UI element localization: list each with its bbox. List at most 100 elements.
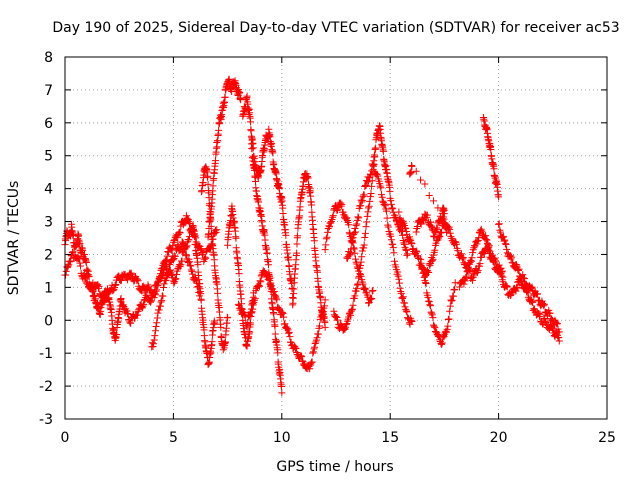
data-point (156, 270, 164, 278)
data-point (376, 182, 384, 190)
data-point (413, 252, 421, 260)
data-point (248, 145, 256, 153)
data-point (430, 322, 438, 330)
data-point (358, 198, 366, 206)
data-point (151, 327, 159, 335)
data-point (152, 323, 160, 331)
data-point (424, 293, 432, 301)
data-point (368, 294, 376, 302)
data-point (215, 126, 223, 134)
series-arc2 (61, 212, 221, 305)
data-point (485, 242, 493, 250)
data-point (294, 232, 302, 240)
data-point (171, 252, 179, 260)
data-point (361, 233, 369, 241)
data-point (431, 246, 439, 254)
data-point (278, 389, 286, 397)
data-point (345, 221, 353, 229)
data-point (323, 233, 331, 241)
data-point (66, 258, 74, 266)
data-point (361, 285, 369, 293)
data-point (438, 340, 446, 348)
data-point (366, 193, 374, 201)
data-point (399, 293, 407, 301)
data-point (347, 245, 355, 253)
data-point (179, 238, 187, 246)
data-point (69, 248, 77, 256)
data-point (176, 262, 184, 270)
data-point (395, 279, 403, 287)
data-point (360, 241, 368, 249)
series-arc13 (343, 160, 416, 328)
data-point (337, 202, 345, 210)
data-point (406, 235, 414, 243)
data-point (271, 322, 279, 330)
data-point (321, 302, 329, 310)
data-point (322, 235, 330, 243)
data-point (242, 322, 250, 330)
data-point (353, 260, 361, 268)
data-point (403, 251, 411, 259)
data-point (421, 180, 429, 188)
data-point (212, 157, 220, 165)
data-point (429, 314, 437, 322)
data-point (527, 297, 535, 305)
data-point (208, 338, 216, 346)
data-point (407, 168, 415, 176)
data-point (358, 253, 366, 261)
data-point (321, 323, 329, 331)
data-point (245, 313, 253, 321)
data-point (401, 243, 409, 251)
data-point (181, 245, 189, 253)
data-point (124, 276, 132, 284)
series-arc17 (456, 225, 563, 345)
data-point (365, 204, 373, 212)
data-point (515, 265, 523, 273)
data-point (194, 261, 202, 269)
data-point (352, 255, 360, 263)
data-point (419, 269, 427, 277)
data-point (508, 253, 516, 261)
data-point (431, 324, 439, 332)
data-point (467, 257, 475, 265)
data-point (154, 309, 162, 317)
data-point (402, 245, 410, 253)
data-point (272, 293, 280, 301)
data-point (462, 274, 470, 282)
series-arc15 (417, 255, 459, 348)
data-point (74, 253, 82, 261)
data-point (342, 321, 350, 329)
data-point (391, 257, 399, 265)
data-point (154, 281, 162, 289)
data-point (354, 213, 362, 221)
data-point (327, 219, 335, 227)
data-point (420, 273, 428, 281)
data-point (285, 328, 293, 336)
data-point (82, 259, 90, 267)
data-point (76, 259, 84, 267)
data-point (311, 343, 319, 351)
data-point (133, 311, 141, 319)
data-point (205, 224, 213, 232)
data-point (433, 224, 441, 232)
data-point (334, 316, 342, 324)
data-point (164, 271, 172, 279)
data-point (381, 202, 389, 210)
data-point (555, 337, 563, 345)
data-point (235, 270, 243, 278)
data-point (389, 244, 397, 252)
y-tick-label: 5 (44, 149, 53, 165)
data-point (360, 191, 368, 199)
y-tick-label: 3 (44, 215, 53, 231)
data-point (85, 272, 93, 280)
data-point (177, 261, 185, 269)
data-point (417, 176, 425, 184)
data-point (459, 254, 467, 262)
data-point (543, 320, 551, 328)
data-point (425, 298, 433, 306)
data-point (399, 295, 407, 303)
data-point (438, 339, 446, 347)
data-point (257, 278, 265, 286)
data-point (445, 315, 453, 323)
data-point (446, 225, 454, 233)
